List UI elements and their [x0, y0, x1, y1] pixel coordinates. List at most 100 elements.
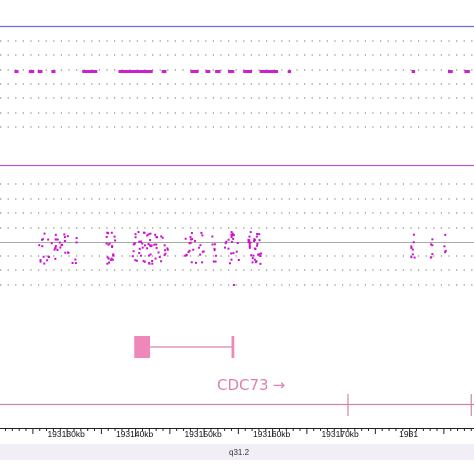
data-point — [154, 233, 157, 236]
segment-mark — [205, 70, 211, 73]
data-point — [431, 253, 434, 256]
data-point — [132, 243, 135, 246]
segments-track-grid — [0, 40, 474, 128]
data-point — [61, 243, 64, 246]
data-point — [74, 258, 77, 261]
segment-mark — [287, 70, 292, 73]
data-point — [166, 248, 169, 251]
data-point — [410, 256, 413, 259]
segment-mark — [51, 70, 56, 73]
data-point — [111, 246, 114, 249]
data-point — [155, 243, 158, 246]
data-point — [410, 246, 413, 249]
data-point — [444, 233, 447, 236]
segment-mark — [259, 70, 279, 73]
data-point — [135, 259, 138, 262]
scatter-track-data — [38, 231, 447, 286]
data-point — [250, 254, 253, 257]
data-point — [430, 243, 433, 246]
data-point — [211, 243, 214, 246]
data-point — [149, 253, 152, 256]
data-point — [39, 260, 42, 263]
data-point — [224, 242, 227, 245]
data-point — [200, 231, 203, 234]
data-point — [410, 245, 413, 248]
scatter-track[interactable] — [0, 164, 474, 287]
segment-mark — [161, 70, 167, 73]
data-point — [252, 254, 255, 257]
data-point — [199, 244, 202, 247]
data-point — [184, 254, 187, 257]
data-point — [147, 233, 150, 236]
data-point — [146, 234, 149, 237]
data-point — [259, 262, 262, 265]
data-point — [38, 244, 41, 247]
data-point — [56, 238, 59, 241]
data-point — [50, 242, 53, 245]
data-point — [189, 238, 192, 241]
data-point — [232, 234, 235, 237]
segment-mark — [14, 70, 19, 73]
segment-mark — [28, 70, 35, 73]
data-point — [114, 239, 117, 242]
data-point — [190, 261, 193, 264]
data-point — [251, 257, 254, 260]
data-point — [134, 236, 137, 239]
band-label: q31.2 — [229, 448, 250, 457]
data-point — [108, 261, 111, 264]
segment-mark — [447, 70, 453, 73]
data-point — [230, 236, 233, 239]
data-point — [248, 246, 251, 249]
data-point — [235, 250, 238, 253]
gene-label: CDC73 → — [217, 376, 285, 394]
data-point — [256, 242, 259, 245]
tick-label: 193130kb — [47, 429, 85, 439]
segments-track[interactable] — [0, 25, 474, 128]
data-point — [54, 246, 57, 249]
tick-label: 1931 — [399, 429, 418, 439]
data-point — [149, 245, 152, 248]
data-point — [147, 243, 150, 246]
data-point — [190, 232, 193, 235]
data-point — [134, 233, 137, 236]
data-point — [75, 237, 78, 240]
data-point — [66, 235, 69, 238]
data-point — [42, 255, 45, 258]
axis-ticks: 193130kb 193140kb 193150kb 193160kb 193170kb… — [4, 428, 472, 439]
data-point — [260, 252, 263, 255]
data-point — [201, 234, 204, 237]
data-point — [232, 252, 235, 255]
gene-model-cdc73[interactable] — [134, 336, 235, 358]
data-point — [105, 235, 108, 238]
segment-mark — [190, 70, 199, 73]
data-point — [191, 238, 194, 241]
data-point — [138, 240, 141, 243]
data-point — [74, 262, 77, 265]
data-point — [139, 254, 142, 257]
data-point — [411, 248, 414, 251]
data-point — [257, 253, 260, 256]
data-point — [113, 235, 116, 238]
data-point — [54, 257, 57, 260]
data-point — [149, 239, 152, 242]
data-point — [153, 243, 156, 246]
gene-track[interactable]: CDC73 → — [134, 336, 285, 394]
data-point — [55, 238, 58, 241]
data-point — [161, 236, 164, 239]
data-point — [444, 249, 447, 252]
coordinate-ruler: 193130kb 193140kb 193150kb 193160kb 193170kb… — [0, 394, 474, 460]
data-point — [47, 255, 50, 258]
data-point — [158, 256, 161, 259]
data-point — [63, 233, 66, 236]
data-point — [138, 252, 141, 255]
data-point — [429, 256, 432, 259]
data-point — [109, 258, 112, 261]
data-point — [193, 239, 196, 242]
data-point — [197, 246, 200, 249]
data-point — [63, 236, 66, 239]
data-point — [148, 262, 151, 265]
data-point — [137, 231, 140, 234]
data-point — [194, 261, 197, 264]
data-point — [106, 231, 109, 234]
